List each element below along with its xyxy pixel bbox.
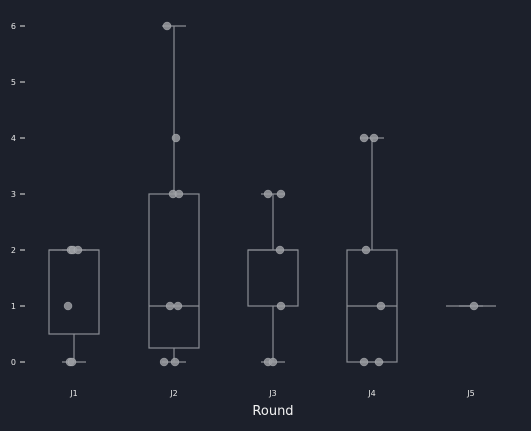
y-tick-label: 2 (11, 246, 16, 255)
y-tick-label: 1 (11, 302, 16, 311)
data-point (359, 133, 369, 143)
box-iqr (148, 193, 200, 349)
y-axis: 0 1 2 3 4 5 6 (11, 22, 25, 367)
data-point (374, 357, 384, 367)
data-point (359, 357, 369, 367)
data-point (73, 245, 83, 255)
data-point (170, 357, 180, 367)
data-point (469, 301, 479, 311)
x-axis: J1 J2 J3 J4 J5 (69, 389, 474, 398)
x-axis-label: Round (252, 404, 293, 419)
x-tick-label: J1 (69, 389, 77, 398)
data-point (159, 357, 169, 367)
data-point (369, 133, 379, 143)
data-point (171, 133, 181, 143)
x-tick-label: J3 (268, 389, 276, 398)
data-point (63, 301, 73, 311)
point-group (63, 21, 479, 367)
y-tick-label: 3 (11, 190, 16, 199)
y-tick-label: 4 (11, 134, 16, 143)
box-j1 (48, 249, 100, 363)
data-point (67, 357, 77, 367)
y-tick-label: 6 (11, 22, 16, 31)
data-point (263, 189, 273, 199)
x-tick-label: J2 (169, 389, 177, 398)
data-point (165, 301, 175, 311)
box-j4 (346, 137, 398, 363)
y-tick-label: 0 (11, 358, 16, 367)
box-j3 (247, 193, 299, 363)
data-point (276, 189, 286, 199)
data-point (162, 21, 172, 31)
box-iqr (48, 249, 100, 335)
data-point (174, 189, 184, 199)
data-point (376, 301, 386, 311)
data-point (173, 301, 183, 311)
x-tick-label: J4 (367, 389, 375, 398)
box-iqr (247, 249, 299, 307)
x-tick-label: J5 (466, 389, 474, 398)
box-j2 (148, 25, 200, 363)
data-point (275, 245, 285, 255)
data-point (276, 301, 286, 311)
box-group (48, 25, 496, 363)
data-point (268, 357, 278, 367)
data-point (361, 245, 371, 255)
y-tick-label: 5 (11, 78, 16, 87)
